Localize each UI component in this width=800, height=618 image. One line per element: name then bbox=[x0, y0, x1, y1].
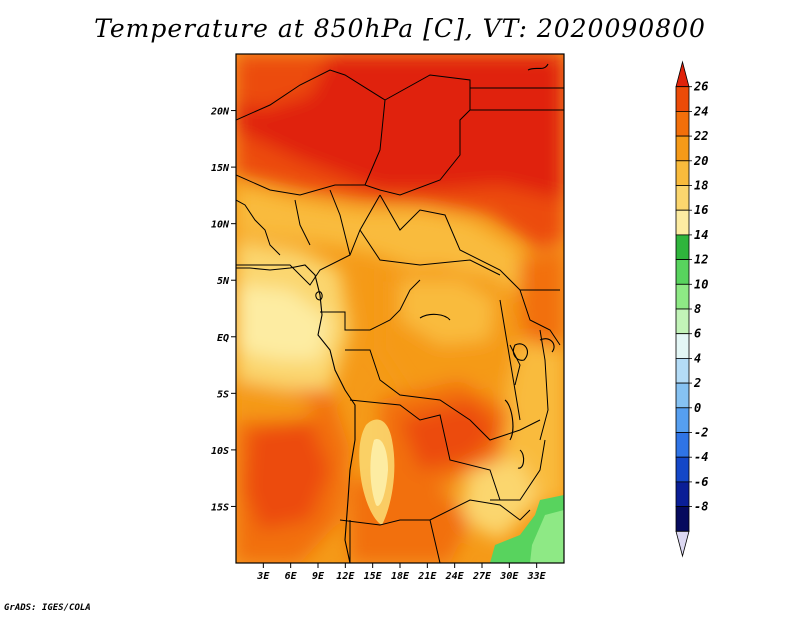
lon-tick-label: 18E bbox=[391, 571, 410, 582]
colorbar-label: 12 bbox=[694, 253, 708, 267]
colorbar-swatch bbox=[675, 185, 690, 211]
colorbar-label: 6 bbox=[694, 327, 701, 341]
coastline bbox=[236, 63, 555, 563]
colorbar-label: 18 bbox=[694, 179, 708, 193]
colorbar-label: 14 bbox=[694, 228, 708, 242]
colorbar-label: 26 bbox=[693, 80, 708, 94]
lon-tick-label: 24E bbox=[445, 571, 465, 582]
colorbar-swatch bbox=[675, 160, 690, 186]
lon-tick-label: 3E bbox=[256, 571, 270, 582]
lat-tick-label: 10N bbox=[211, 220, 230, 231]
colorbar-label: -2 bbox=[694, 426, 708, 440]
lon-tick-label: 6E bbox=[285, 571, 298, 582]
country-borders bbox=[236, 69, 564, 563]
temperature-field bbox=[236, 54, 564, 563]
colorbar-label: 8 bbox=[694, 302, 701, 316]
lon-tick-label: 9E bbox=[312, 571, 325, 582]
colorbar-swatch bbox=[675, 259, 690, 285]
colorbar-label: -8 bbox=[694, 500, 708, 514]
latitude-axis: 20N 15N 10N 5N EQ 5S 10S 15S bbox=[210, 107, 236, 513]
colorbar-label: -6 bbox=[694, 475, 708, 489]
colorbar-label: 2 bbox=[693, 376, 701, 390]
colorbar-swatch bbox=[675, 333, 690, 359]
colorbar-label: 10 bbox=[694, 277, 708, 291]
colorbar-label: 4 bbox=[694, 351, 701, 365]
colorbar-label: -4 bbox=[694, 450, 708, 464]
colorbar-swatch bbox=[675, 308, 690, 335]
lon-tick-label: 30E bbox=[499, 571, 519, 582]
colorbar-swatch bbox=[675, 234, 690, 260]
lat-tick-label: 10S bbox=[211, 446, 229, 457]
colorbar-label: 24 bbox=[693, 104, 708, 118]
lon-tick-label: 21E bbox=[417, 571, 437, 582]
colorbar-swatch bbox=[675, 111, 690, 137]
colorbar-swatch bbox=[675, 209, 690, 236]
colorbar-swatch bbox=[675, 135, 690, 162]
lat-tick-label: EQ bbox=[217, 333, 229, 344]
longitude-axis: 3E 6E 9E 12E 15E 18E 21E 24E 27E 30E 33E bbox=[256, 563, 547, 582]
colorbar-swatch bbox=[675, 382, 690, 409]
colorbar-swatch bbox=[675, 506, 690, 532]
colorbar-label: 0 bbox=[694, 401, 701, 415]
lat-tick-label: 5N bbox=[217, 276, 230, 287]
lat-tick-label: 15N bbox=[211, 163, 230, 174]
lon-tick-label: 27E bbox=[472, 571, 492, 582]
lat-tick-label: 5S bbox=[217, 389, 229, 400]
colorbar-swatch bbox=[675, 283, 690, 310]
map-title: Temperature at 850hPa [C], VT: 202009080… bbox=[94, 14, 706, 43]
colorbar-swatch bbox=[675, 530, 690, 558]
colorbar-label: 16 bbox=[694, 203, 708, 217]
lon-tick-label: 15E bbox=[364, 571, 383, 582]
colorbar-swatch bbox=[675, 456, 690, 483]
colorbar-swatch bbox=[675, 481, 690, 507]
colorbar-swatch bbox=[675, 86, 690, 112]
colorbar-label: 20 bbox=[693, 154, 708, 168]
lon-tick-label: 12E bbox=[336, 571, 355, 582]
colorbar-swatch bbox=[675, 432, 690, 458]
colorbar-swatch bbox=[675, 357, 690, 384]
colorbar-label: 22 bbox=[693, 129, 708, 143]
colorbar-swatch bbox=[675, 407, 690, 433]
lat-tick-label: 15S bbox=[211, 502, 229, 513]
lat-tick-label: 20N bbox=[210, 107, 230, 118]
credit-text: GrADS: IGES/COLA bbox=[4, 603, 91, 613]
lon-tick-label: 33E bbox=[527, 571, 547, 582]
colorbar-swatch bbox=[675, 60, 690, 88]
